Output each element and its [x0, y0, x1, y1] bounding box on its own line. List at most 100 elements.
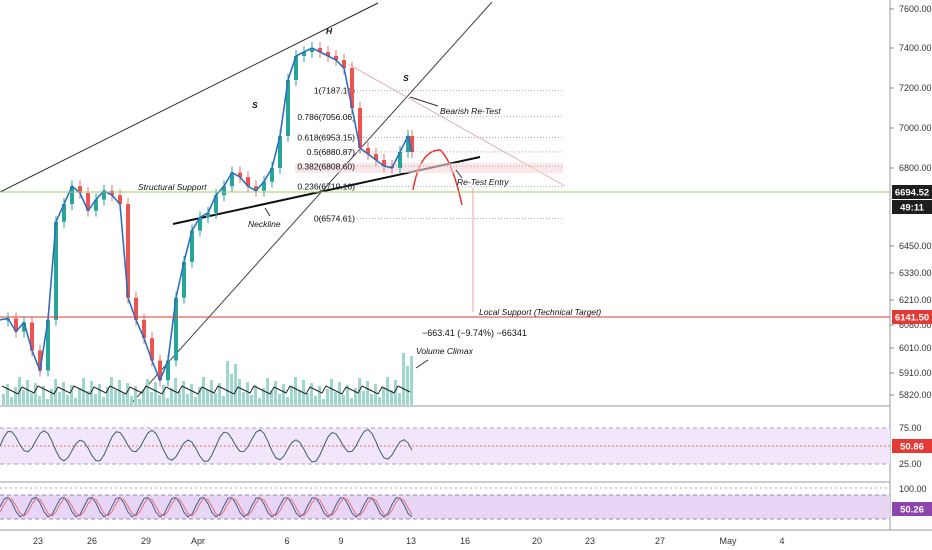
volume-bar [30, 393, 33, 405]
volume-bar [218, 383, 221, 405]
time-tick-label: 27 [655, 536, 665, 546]
volume-bar [146, 379, 149, 405]
volume-bar [6, 384, 9, 405]
volume-bar [234, 364, 237, 405]
candle-body [366, 148, 370, 154]
volume-bar [26, 380, 29, 405]
volume-bar [250, 395, 253, 405]
price-tick-label: 6330.00 [899, 268, 932, 278]
volume-bar [2, 394, 5, 405]
volume-bar [74, 398, 77, 405]
time-tick-label: 4 [779, 536, 784, 546]
volume-bar [306, 393, 309, 405]
rsi-badge [892, 439, 932, 453]
volume-bar [378, 397, 381, 405]
time-tick-label: 23 [585, 536, 595, 546]
candle-body [86, 192, 90, 211]
stoch-band [0, 495, 890, 519]
volume-bar [322, 399, 325, 405]
volume-bar [278, 394, 281, 405]
volume-bar [190, 384, 193, 405]
candle-body [246, 177, 250, 187]
volume-bar [122, 393, 125, 405]
measure-label: −663.41 (−9.74%) −66341 [422, 328, 527, 338]
time-tick-label: 23 [33, 536, 43, 546]
volume-bar [318, 386, 321, 405]
volume-bar [210, 380, 213, 405]
price-tick-label: 7400.00 [899, 43, 932, 53]
candle-body [342, 60, 346, 68]
volume-bar [270, 391, 273, 405]
candle-body [166, 360, 170, 381]
candle-body [350, 68, 354, 108]
volume-bar [342, 395, 345, 405]
candle-body [398, 152, 402, 168]
candle-body [142, 319, 146, 339]
candle-body [254, 186, 258, 191]
time-tick-label: 20 [532, 536, 542, 546]
volume-bar [290, 387, 293, 405]
price-tick-label: 5910.00 [899, 368, 932, 378]
rising-trendline [129, 1, 493, 406]
candle-body [38, 350, 42, 371]
price-badge-label: 49:11 [900, 203, 924, 214]
volume-bar [114, 390, 117, 405]
candle-body [278, 136, 282, 168]
candle-body [270, 168, 274, 182]
candle-body [302, 52, 306, 56]
fib-level-label: 0.786(7056.06) [297, 112, 355, 122]
volume-bar [350, 398, 353, 405]
neckline-arrow [264, 207, 271, 217]
candle-body [14, 318, 18, 332]
price-badge-label: 6141.50 [895, 313, 929, 324]
candle-body [182, 261, 186, 298]
volume-bar [42, 386, 45, 405]
stoch-d-line [0, 497, 413, 517]
candle-body [230, 172, 234, 187]
time-tick-label: 29 [141, 536, 151, 546]
candle-body [310, 48, 314, 52]
candle-body [374, 154, 378, 160]
shoulder-right-label: S [403, 73, 409, 83]
fib-retracement: 1(7187.14) 0.786(7056.06) 0.618(6953.15) 0.… [297, 86, 563, 223]
price-tick-label: 6210.00 [899, 295, 932, 305]
neckline-label: Neckline [248, 219, 281, 229]
volume-bar [178, 391, 181, 405]
time-tick-label: 9 [338, 536, 343, 546]
volume-bar [242, 392, 245, 405]
volume-bar [338, 382, 341, 405]
volume-bar [314, 396, 317, 405]
volume-bar [58, 392, 61, 405]
rsi-tick-label: 75.00 [899, 423, 922, 433]
candle-body [150, 338, 154, 361]
volume-bar [254, 385, 257, 405]
time-tick-label: 13 [406, 536, 416, 546]
time-tick-label: 26 [87, 536, 97, 546]
bearish-retest-label: Bearish Re-Test [440, 106, 501, 116]
candle-body [334, 56, 338, 60]
stoch-badge-label: 50.26 [900, 505, 924, 516]
volume-bar [410, 356, 413, 405]
candles [6, 42, 414, 387]
fib-zone-highlight [295, 163, 563, 173]
candle-body [78, 186, 82, 193]
fib-level-label: 0.236(6719.16) [297, 181, 355, 191]
volume-bar [386, 377, 389, 405]
price-badge [892, 200, 932, 214]
candle-body [30, 322, 34, 351]
candle-body [262, 181, 266, 191]
price-tick-label: 7000.00 [899, 123, 932, 133]
time-tick-label: May [719, 536, 737, 546]
fib-level-label: 0(6574.61) [314, 213, 355, 223]
volume-bar [262, 388, 265, 405]
volume-bar [126, 383, 129, 405]
rsi-line [0, 428, 413, 463]
upper-channel-line [0, 2, 379, 193]
volume-bar [198, 387, 201, 405]
candle-body [294, 56, 298, 80]
volume-bar [130, 396, 133, 405]
volume-bar [370, 394, 373, 405]
volume-bar [134, 386, 137, 405]
rsi-tick-label: 25.00 [899, 459, 922, 469]
